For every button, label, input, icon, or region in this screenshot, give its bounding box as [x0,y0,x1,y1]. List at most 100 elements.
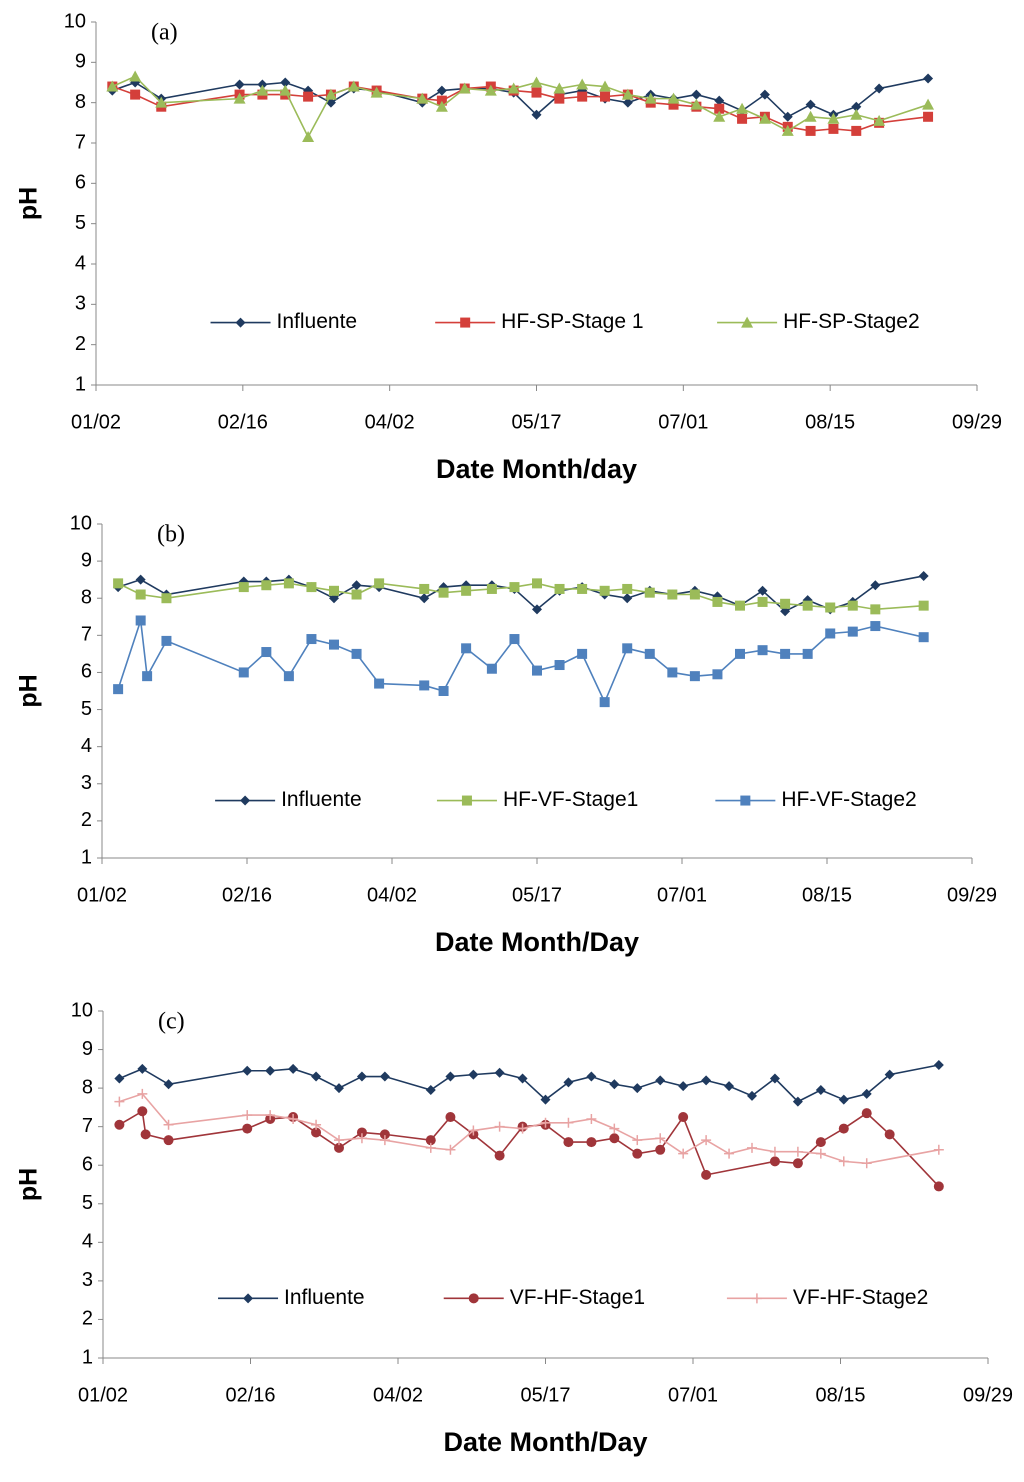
marker [850,108,863,120]
y-tick-label: 3 [75,293,86,315]
marker [655,1133,666,1144]
marker [517,1123,528,1134]
marker [334,1083,344,1094]
marker [288,1063,299,1074]
marker [334,1135,344,1146]
marker [379,1071,390,1082]
marker [563,1077,574,1088]
marker [435,100,448,112]
marker [792,1096,803,1107]
legend-label: Influente [281,788,362,811]
marker [351,589,362,600]
y-tick-label: 1 [81,846,92,868]
y-tick-label: 8 [82,1076,93,1098]
marker [874,83,885,94]
series-line [118,1109,940,1187]
x-axis-label: Date Month/day [436,454,637,484]
legend-label: HF-VF-Stage1 [503,788,638,811]
x-tick-label: 07/01 [658,411,708,433]
marker [769,1146,780,1157]
marker [445,1144,456,1155]
marker [922,98,935,110]
x-tick-label: 09/29 [947,884,997,906]
y-tick-label: 1 [75,373,86,395]
marker [137,1088,148,1099]
marker [759,89,770,100]
marker [135,615,146,626]
y-tick-label: 1 [82,1346,93,1368]
marker [780,598,791,609]
series-line [119,1064,939,1103]
marker [851,101,862,112]
y-tick-label: 2 [75,333,86,355]
marker [129,70,142,82]
marker [667,92,680,104]
marker [137,1063,148,1074]
marker [918,600,929,611]
marker [815,1085,826,1096]
marker [678,1148,689,1159]
marker [161,635,172,646]
marker [311,1071,322,1082]
x-tick-label: 08/15 [802,884,852,906]
marker [576,78,589,90]
marker [468,1125,479,1136]
y-tick-label: 8 [75,91,86,113]
marker [288,1113,299,1124]
marker [712,596,723,607]
marker [599,697,610,708]
marker [667,667,678,678]
marker [644,92,657,104]
marker [130,89,141,100]
marker [419,583,430,594]
marker [113,578,124,589]
marker [261,580,272,591]
marker [802,648,813,659]
marker [265,1065,276,1076]
series-line [117,620,924,705]
legend-marker [243,1293,254,1304]
marker [283,578,294,589]
x-tick-label: 07/01 [657,884,707,906]
marker [486,663,497,674]
marker [155,96,168,108]
marker [425,1142,436,1153]
marker [113,684,124,695]
marker [758,112,771,124]
y-tick-label: 4 [82,1231,93,1253]
marker [586,1137,597,1148]
marker [847,626,858,637]
annotation: (a) [151,20,178,46]
marker [870,604,881,615]
marker [311,1127,322,1138]
marker [509,582,520,593]
y-axis-label: pH [15,1168,43,1201]
marker [238,667,249,678]
x-axis-label: Date Month/Day [435,927,639,957]
marker [374,678,385,689]
marker [425,1135,436,1146]
legend-marker [468,1293,479,1304]
marker [238,582,249,593]
marker [468,1069,479,1080]
x-tick-label: 04/02 [365,411,415,433]
marker [329,585,339,596]
marker [563,1117,574,1128]
marker [445,1112,456,1123]
y-tick-label: 4 [81,735,92,757]
series-line [111,75,929,139]
y-tick-label: 6 [75,172,86,194]
marker [933,1181,944,1192]
marker [379,1135,390,1146]
marker [351,580,362,591]
marker [724,1081,735,1092]
marker [884,1069,895,1080]
marker [356,1127,367,1138]
marker [861,1108,872,1119]
marker [714,95,725,106]
y-tick-label: 10 [64,10,86,32]
marker [678,1112,689,1123]
marker [792,1158,803,1169]
marker [532,578,542,589]
